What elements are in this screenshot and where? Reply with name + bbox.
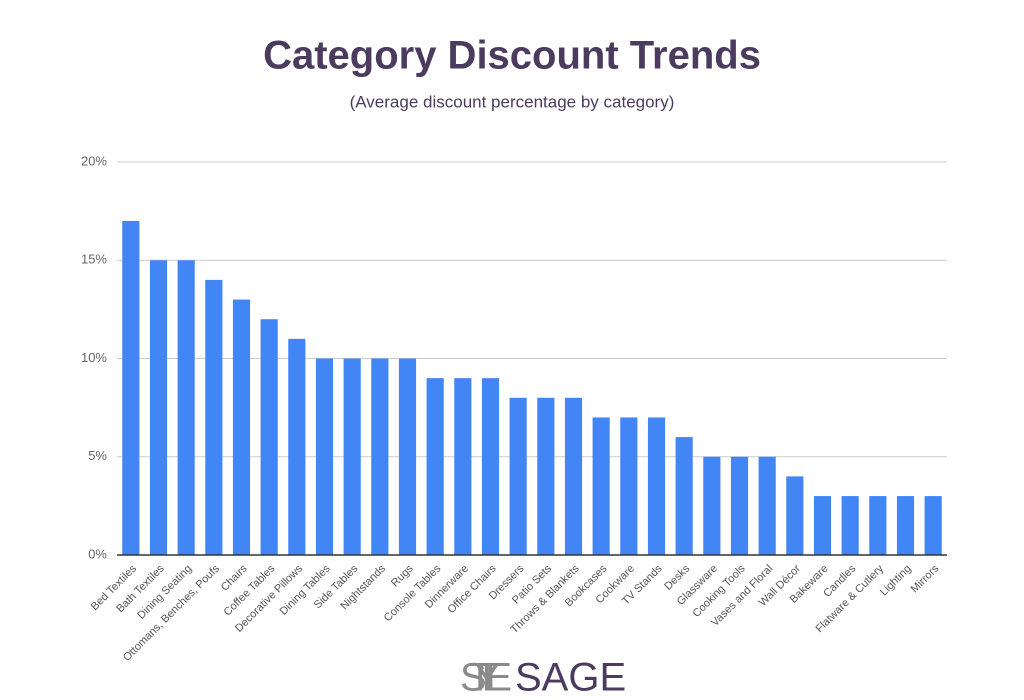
bar	[703, 456, 721, 555]
bar	[896, 496, 915, 555]
bar	[869, 496, 887, 555]
bar	[537, 397, 555, 555]
bar	[758, 456, 776, 555]
bar	[315, 358, 334, 555]
bar	[730, 456, 749, 555]
y-tick-label: 15%	[81, 252, 107, 267]
x-tick-label: Mirrors	[909, 562, 942, 595]
bar	[813, 496, 832, 555]
bar	[205, 279, 223, 555]
bar	[924, 496, 942, 555]
bar	[288, 338, 306, 555]
bar	[232, 299, 251, 555]
bar	[675, 437, 693, 555]
bar	[564, 397, 583, 555]
chart-subtitle: (Average discount percentage by category…	[350, 92, 675, 111]
bar	[149, 260, 168, 555]
bar	[786, 476, 804, 555]
bar	[592, 417, 610, 555]
y-tick-label: 20%	[81, 153, 107, 168]
bar	[620, 417, 638, 555]
brand-left: STYLE	[460, 656, 512, 700]
bar	[371, 358, 389, 555]
bar	[454, 378, 472, 555]
bar	[398, 358, 417, 555]
bar	[481, 378, 500, 555]
brand-right: SAGE	[515, 656, 626, 700]
bar	[343, 358, 361, 555]
bar	[260, 319, 278, 555]
bar	[841, 496, 859, 555]
y-tick-label: 10%	[81, 350, 107, 365]
bar	[122, 220, 140, 555]
y-tick-label: 0%	[88, 546, 107, 561]
bar	[647, 417, 666, 555]
y-tick-label: 5%	[88, 448, 107, 463]
x-tick-label: Lighting	[878, 563, 914, 599]
bar	[426, 378, 444, 555]
chart-title: Category Discount Trends	[263, 34, 761, 78]
bar	[509, 397, 527, 555]
bar	[177, 260, 195, 555]
